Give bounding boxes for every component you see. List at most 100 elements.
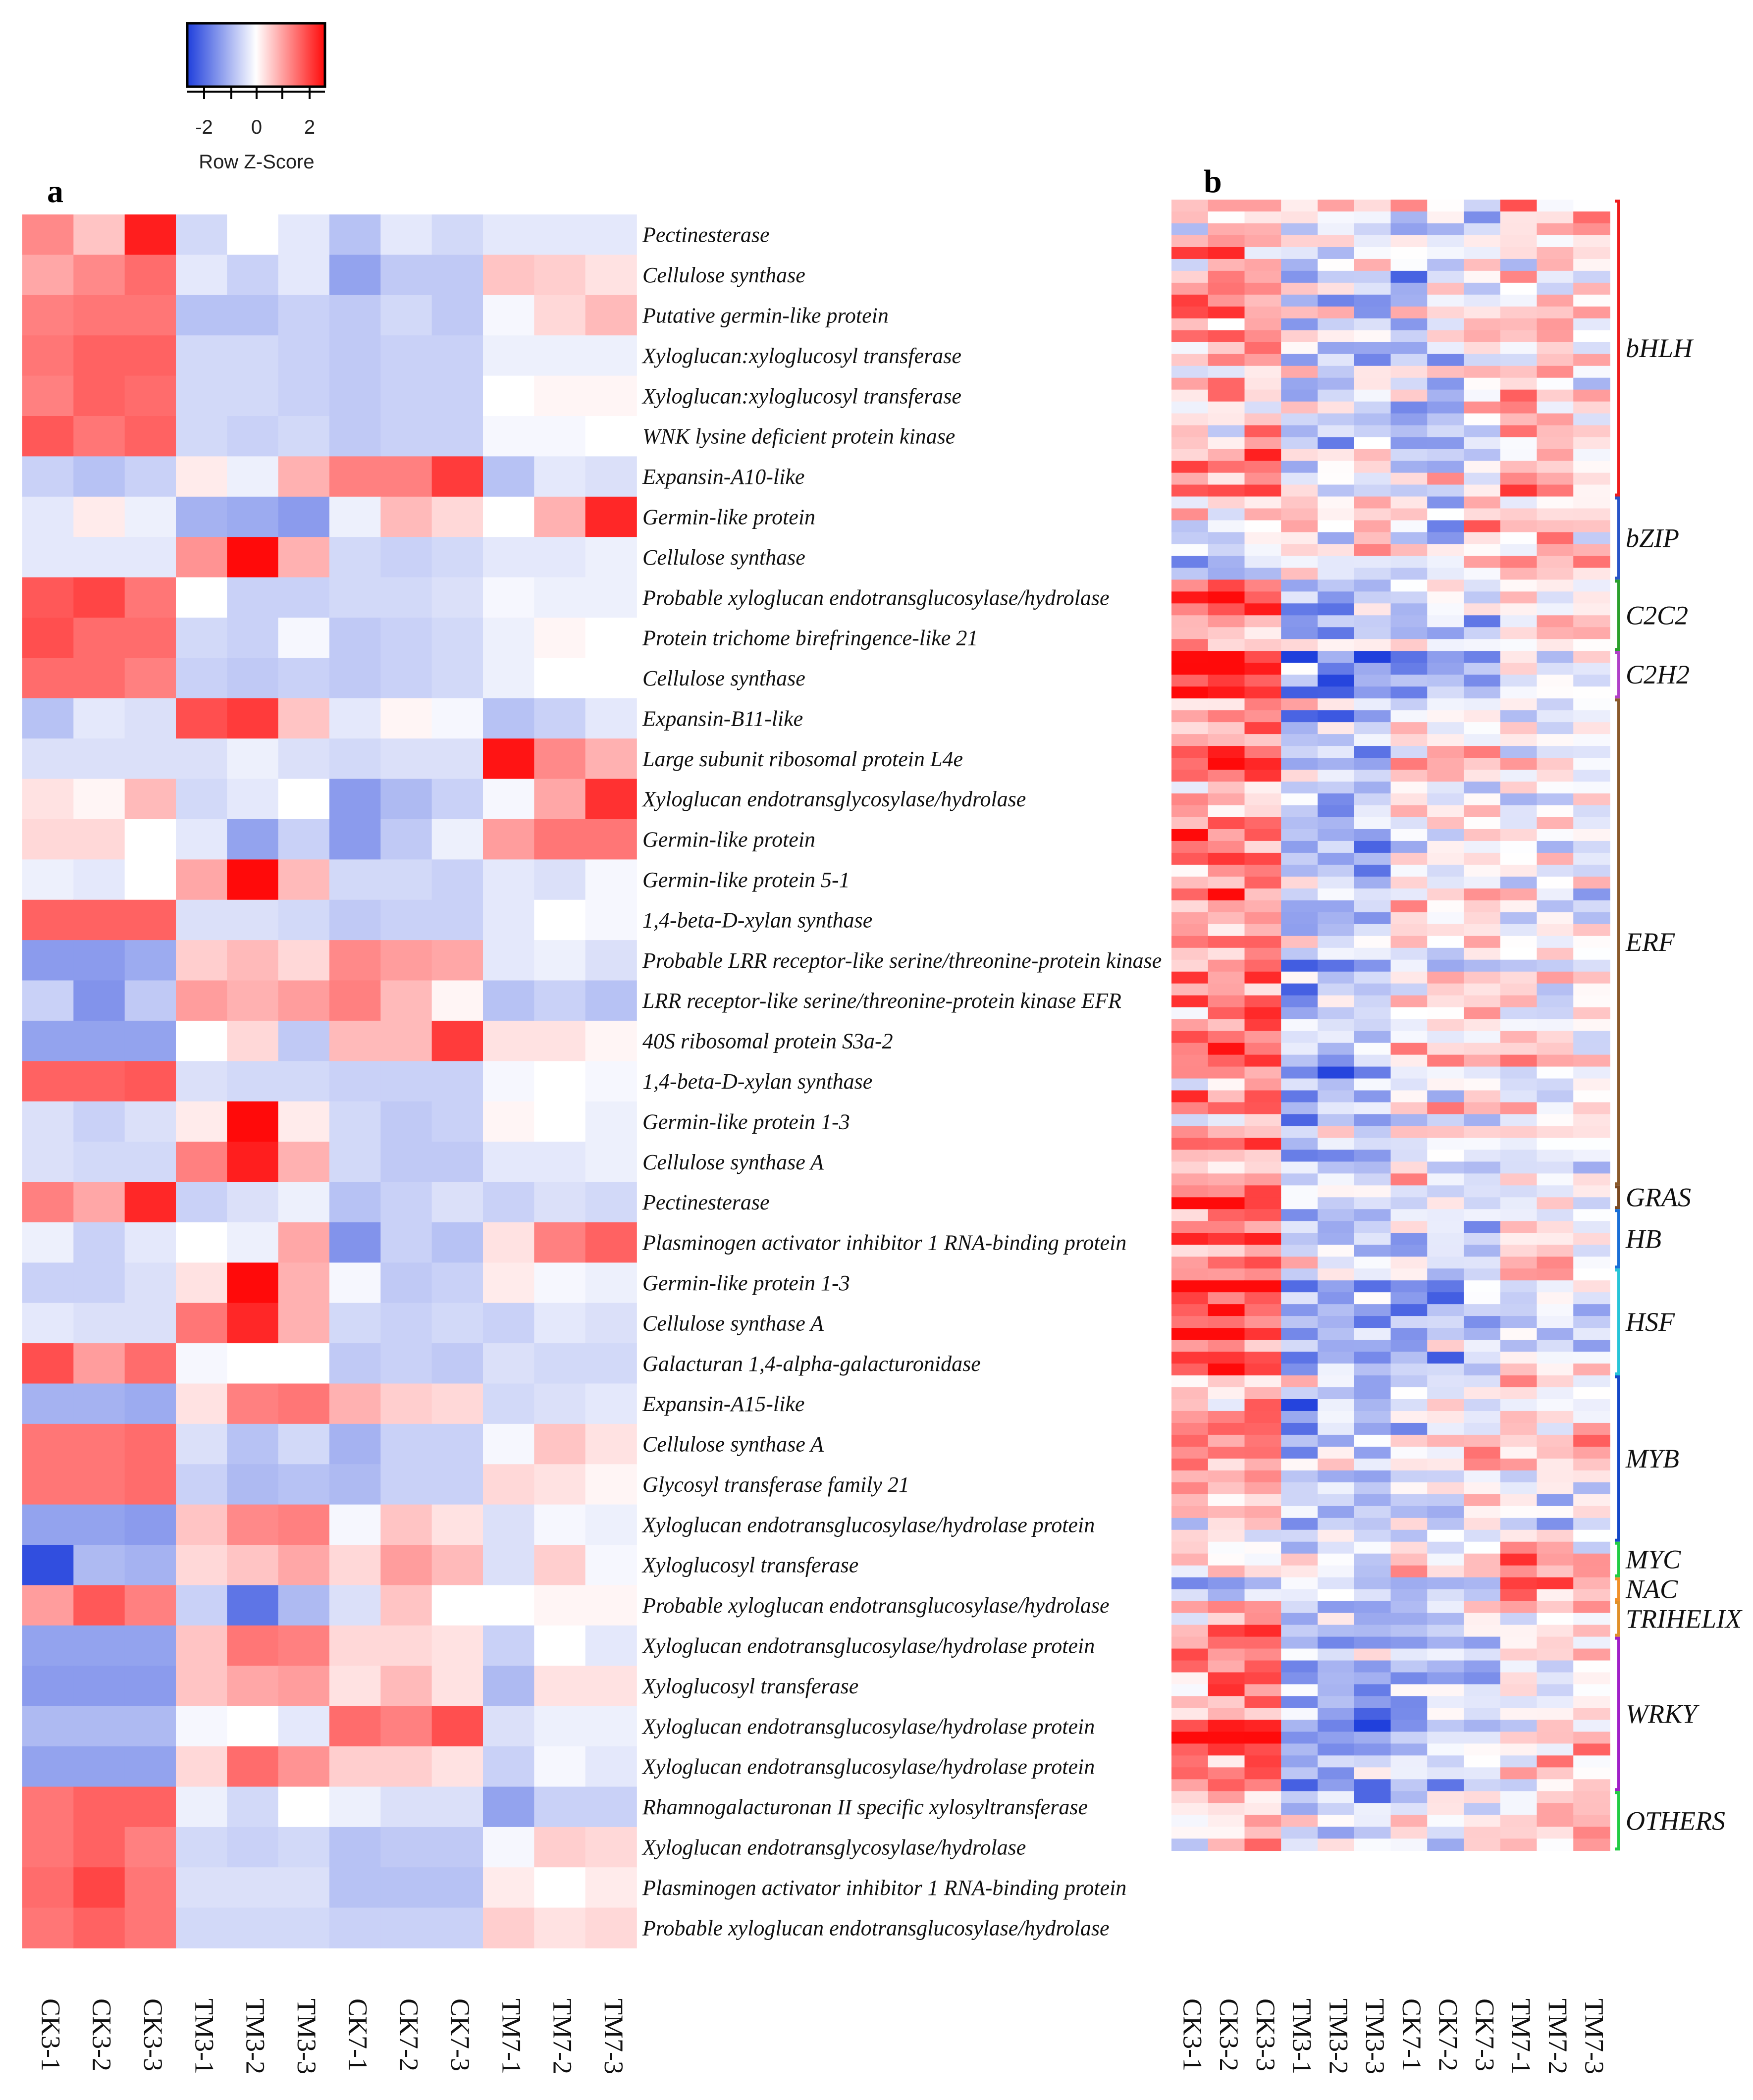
heatmap-b-cell xyxy=(1427,876,1464,889)
heatmap-a-cell xyxy=(22,1343,74,1384)
heatmap-b-cell xyxy=(1537,603,1574,616)
heatmap-b-cell xyxy=(1318,1054,1355,1067)
heatmap-b-cell xyxy=(1573,1422,1610,1435)
heatmap-b-cell xyxy=(1537,1672,1574,1685)
heatmap-b-cell xyxy=(1500,1803,1538,1816)
heatmap-b-cell xyxy=(1281,734,1318,746)
heatmap-b-cell xyxy=(1281,532,1318,545)
heatmap-a-cell xyxy=(124,335,176,376)
heatmap-b-cell xyxy=(1244,306,1282,319)
heatmap-b-cell xyxy=(1464,1720,1501,1732)
heatmap-b-cell xyxy=(1318,1446,1355,1459)
heatmap-b-cell xyxy=(1171,1173,1209,1186)
heatmap-b-cell xyxy=(1244,1791,1282,1804)
heatmap-b-cell xyxy=(1464,496,1501,509)
heatmap-a-cell xyxy=(483,1746,535,1787)
heatmap-a-row-label: Rhamnogalacturonan II specific xylosyltr… xyxy=(642,1795,1088,1819)
heatmap-b-cell xyxy=(1244,425,1282,438)
heatmap-b-cell xyxy=(1573,686,1610,699)
heatmap-b-cell xyxy=(1537,389,1574,402)
heatmap-b-cell xyxy=(1464,1565,1501,1578)
heatmap-b-cell xyxy=(1318,971,1355,984)
heatmap-b-cell xyxy=(1390,971,1428,984)
heatmap-b-cell xyxy=(1390,912,1428,925)
heatmap-b-cell xyxy=(1281,1399,1318,1412)
heatmap-a-cell xyxy=(534,698,586,739)
heatmap-a-cell xyxy=(585,1303,637,1344)
heatmap-b-cell xyxy=(1318,1743,1355,1756)
heatmap-b-cell xyxy=(1537,1494,1574,1507)
heatmap-a-cell xyxy=(534,1101,586,1142)
heatmap-b-cell xyxy=(1537,959,1574,972)
heatmap-b-cell xyxy=(1464,1221,1501,1234)
heatmap-b-cell xyxy=(1171,1316,1209,1328)
heatmap-b-cell xyxy=(1208,1791,1245,1804)
heatmap-b-cell xyxy=(1244,579,1282,592)
heatmap-b-cell xyxy=(1318,1696,1355,1709)
heatmap-b-cell xyxy=(1244,1375,1282,1388)
heatmap-b-cell xyxy=(1427,1375,1464,1388)
heatmap-b-cell xyxy=(1208,1233,1245,1246)
heatmap-b-cell xyxy=(1244,437,1282,450)
heatmap-b-cell xyxy=(1354,947,1391,960)
heatmap-a-cell xyxy=(534,1706,586,1747)
heatmap-b-cell xyxy=(1464,1019,1501,1032)
heatmap-b-cell xyxy=(1354,924,1391,937)
heatmap-a-cell xyxy=(73,1182,125,1223)
heatmap-b-cell xyxy=(1390,270,1428,283)
heatmap-b-cell xyxy=(1573,472,1610,485)
heatmap-b-cell xyxy=(1354,663,1391,675)
heatmap-a-cell xyxy=(278,214,330,256)
heatmap-b-cell xyxy=(1573,782,1610,794)
family-bracket xyxy=(1615,698,1620,1186)
heatmap-b-cell xyxy=(1208,675,1245,687)
heatmap-a-cell xyxy=(176,1706,228,1747)
heatmap-b-cell xyxy=(1208,1743,1245,1756)
family-bracket xyxy=(1615,579,1620,651)
heatmap-b-cell xyxy=(1573,864,1610,877)
heatmap-b-cell xyxy=(1464,1613,1501,1626)
heatmap-b-cell xyxy=(1500,401,1538,414)
heatmap-b-cell xyxy=(1318,1031,1355,1044)
heatmap-a-cell xyxy=(483,1786,535,1828)
heatmap-b-column-label: CK7-3 xyxy=(1470,1998,1500,2071)
heatmap-b-cell xyxy=(1537,1518,1574,1530)
heatmap-b-cell xyxy=(1244,520,1282,533)
heatmap-b-cell xyxy=(1500,852,1538,865)
heatmap-b-cell xyxy=(1318,437,1355,450)
heatmap-a-cell xyxy=(329,1262,381,1304)
heatmap-a-cell xyxy=(176,1625,228,1667)
family-label: ERF xyxy=(1625,927,1675,957)
heatmap-b-cell xyxy=(1318,1352,1355,1364)
heatmap-b-cell xyxy=(1500,591,1538,604)
heatmap-a-cell xyxy=(124,1464,176,1505)
heatmap-b-cell xyxy=(1208,1292,1245,1305)
heatmap-a-cell xyxy=(483,859,535,900)
heatmap-b-cell xyxy=(1244,1720,1282,1732)
heatmap-b-cell xyxy=(1171,1803,1209,1816)
heatmap-b-cell xyxy=(1573,223,1610,236)
heatmap-b-cell xyxy=(1281,924,1318,937)
heatmap-b-cell xyxy=(1208,817,1245,830)
heatmap-b-cell xyxy=(1427,1767,1464,1780)
heatmap-a-cell xyxy=(534,1182,586,1223)
heatmap-b-cell xyxy=(1281,1708,1318,1721)
heatmap-b-cell xyxy=(1427,686,1464,699)
heatmap-b-cell xyxy=(1464,1625,1501,1637)
heatmap-b-cell xyxy=(1244,1815,1282,1828)
heatmap-b-cell xyxy=(1390,1672,1428,1685)
heatmap-b-cell xyxy=(1464,437,1501,450)
heatmap-b-cell xyxy=(1500,1553,1538,1566)
heatmap-a-cell xyxy=(73,1786,125,1828)
heatmap-b-cell xyxy=(1537,686,1574,699)
heatmap-b-cell xyxy=(1537,1138,1574,1151)
heatmap-b-cell xyxy=(1390,1613,1428,1626)
heatmap-b-cell xyxy=(1208,1827,1245,1839)
heatmap-b-cell xyxy=(1281,1755,1318,1768)
heatmap-a-cell xyxy=(534,1423,586,1465)
heatmap-a-cell xyxy=(22,456,74,497)
heatmap-b-cell xyxy=(1573,520,1610,533)
heatmap-b-cell xyxy=(1354,1150,1391,1162)
heatmap-b-cell xyxy=(1464,366,1501,378)
heatmap-b-cell xyxy=(1354,1138,1391,1151)
